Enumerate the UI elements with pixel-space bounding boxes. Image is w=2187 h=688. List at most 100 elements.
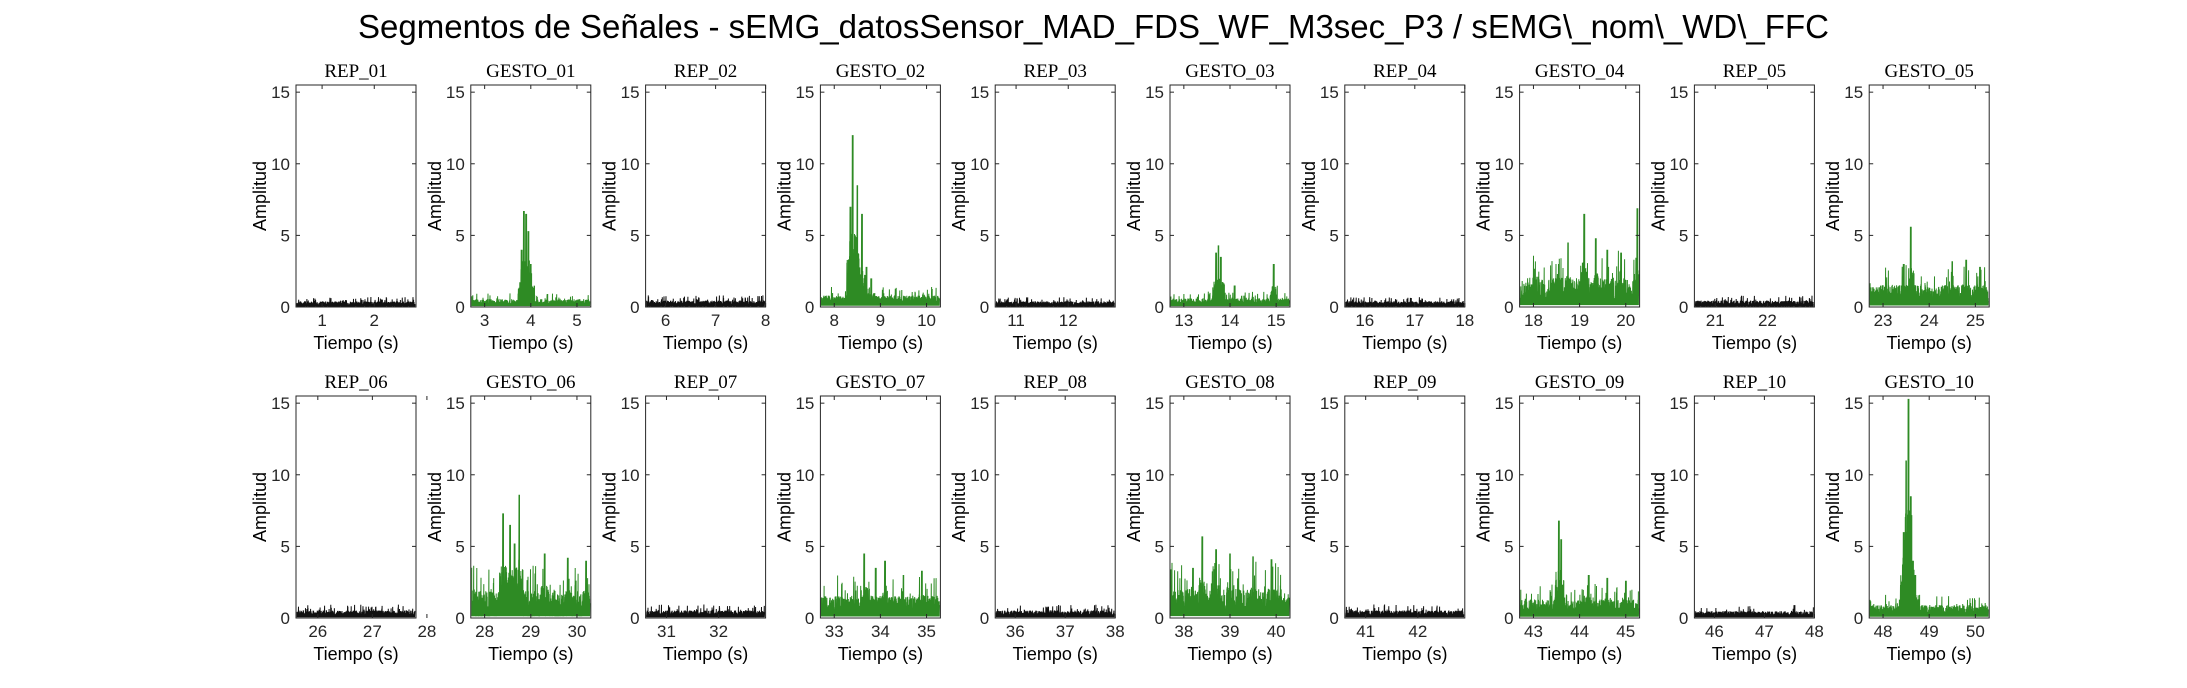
signal-trace — [1170, 245, 1290, 307]
y-tick-label: 15 — [1844, 394, 1863, 413]
subplot-title: GESTO_09 — [1535, 372, 1624, 393]
y-axis-label: Amplitud — [774, 472, 794, 542]
y-tick-label: 10 — [970, 466, 989, 485]
x-tick-label: 17 — [1405, 311, 1424, 330]
signal-trace — [1520, 208, 1640, 306]
x-axis-label: Tiempo (s) — [1887, 333, 1972, 353]
y-tick-label: 10 — [1844, 155, 1863, 174]
x-tick-label: 11 — [1007, 311, 1025, 330]
y-tick-label: 10 — [795, 466, 814, 485]
y-tick-label: 10 — [1844, 466, 1863, 485]
y-axis-label: Amplitud — [774, 161, 794, 231]
signal-trace — [646, 295, 766, 307]
signal-trace — [1694, 605, 1814, 618]
y-tick-label: 0 — [805, 609, 814, 628]
y-tick-label: 15 — [271, 394, 290, 413]
x-axis-label: Tiempo (s) — [838, 333, 923, 353]
x-axis-label: Tiempo (s) — [1712, 644, 1797, 664]
x-tick-label: 36 — [1006, 622, 1025, 641]
y-tick-label: 15 — [970, 394, 989, 413]
y-tick-label: 10 — [271, 155, 290, 174]
signal-trace — [995, 604, 1115, 618]
x-tick-label: 8 — [761, 311, 770, 330]
subplot-rep-08: 0 5 10 15 36 37 38 REP_08 Tiempo (s) Amplitud — [949, 372, 1124, 664]
axes-box — [1344, 395, 1466, 619]
y-tick-label: 10 — [970, 155, 989, 174]
x-axis-label: Tiempo (s) — [663, 333, 748, 353]
x-tick-label: 23 — [1874, 311, 1893, 330]
y-tick-label: 0 — [1679, 609, 1688, 628]
y-tick-label: 10 — [1495, 466, 1514, 485]
y-tick-label: 5 — [1679, 226, 1688, 245]
y-tick-label: 5 — [455, 226, 464, 245]
x-tick-label: 18 — [1455, 311, 1474, 330]
y-tick-label: 15 — [621, 83, 640, 102]
axes-box — [295, 84, 417, 308]
subplot-rep-05: 0 5 10 15 21 22 REP_05 Tiempo (s) Amplitud — [1648, 61, 1815, 353]
x-axis-label: Tiempo (s) — [1013, 644, 1098, 664]
subplot-gesto-05: 0 5 10 15 23 24 25 GESTO_05 Tiempo (s) Amplitud — [1823, 61, 1990, 353]
signal-trace — [296, 604, 416, 618]
y-tick-label: 5 — [1155, 537, 1164, 556]
x-axis-label: Tiempo (s) — [1537, 333, 1622, 353]
y-tick-label: 15 — [1145, 83, 1164, 102]
y-axis-label: Amplitud — [250, 472, 270, 542]
y-tick-label: 5 — [630, 226, 639, 245]
subplot-title: REP_04 — [1373, 61, 1437, 82]
x-tick-label: 38 — [1106, 622, 1125, 641]
x-tick-label: 8 — [830, 311, 839, 330]
subplot-title: GESTO_03 — [1185, 61, 1274, 82]
y-axis-label: Amplitud — [1124, 161, 1144, 231]
x-axis-label: Tiempo (s) — [313, 333, 398, 353]
y-tick-label: 10 — [621, 155, 640, 174]
axes-box — [295, 395, 417, 619]
y-tick-label: 0 — [1155, 298, 1164, 317]
y-tick-label: 15 — [1669, 394, 1688, 413]
y-tick-label: 15 — [271, 83, 290, 102]
y-tick-label: 15 — [1320, 394, 1339, 413]
signal-trace — [1170, 536, 1290, 617]
x-tick-label: 48 — [1805, 622, 1824, 641]
x-tick-label: 43 — [1524, 622, 1543, 641]
y-tick-label: 0 — [1504, 298, 1513, 317]
y-tick-label: 15 — [1145, 394, 1164, 413]
x-tick-label: 25 — [1966, 311, 1985, 330]
x-tick-label: 5 — [572, 311, 581, 330]
x-axis-label: Tiempo (s) — [1187, 644, 1272, 664]
signal-trace — [1869, 398, 1989, 617]
x-tick-label: 21 — [1706, 311, 1725, 330]
subplot-rep-03: 0 5 10 15 11 12 REP_03 Tiempo (s) Amplitud — [949, 61, 1116, 353]
x-tick-label: 22 — [1758, 311, 1777, 330]
y-tick-label: 5 — [980, 537, 989, 556]
y-tick-label: 0 — [1504, 609, 1513, 628]
axes-box — [645, 395, 767, 619]
subplot-gesto-01: 0 5 10 15 3 4 5 GESTO_01 Tiempo (s) Amplitud — [425, 61, 592, 353]
y-tick-label: 10 — [1495, 155, 1514, 174]
x-tick-label: 24 — [1920, 311, 1939, 330]
x-tick-label: 31 — [657, 622, 676, 641]
x-axis-label: Tiempo (s) — [663, 644, 748, 664]
subplot-gesto-03: 0 5 10 15 13 14 15 GESTO_03 Tiempo (s) Amplitud — [1124, 61, 1291, 353]
subplot-title: GESTO_08 — [1185, 372, 1274, 393]
y-tick-label: 15 — [795, 394, 814, 413]
y-tick-label: 15 — [795, 83, 814, 102]
axes-box — [1868, 395, 1990, 619]
y-axis-label: Amplitud — [949, 161, 969, 231]
x-tick-label: 28 — [417, 622, 436, 641]
subplot-title: REP_05 — [1723, 61, 1786, 82]
y-axis-label: Amplitud — [1299, 161, 1319, 231]
axes-box — [1693, 84, 1815, 308]
signal-trace — [296, 296, 416, 307]
x-tick-label: 30 — [567, 622, 586, 641]
x-tick-label: 9 — [876, 311, 885, 330]
subplot-title: GESTO_01 — [486, 61, 575, 82]
y-tick-label: 5 — [805, 537, 814, 556]
y-tick-label: 0 — [630, 298, 639, 317]
y-axis-label: Amplitud — [425, 161, 445, 231]
x-tick-label: 34 — [871, 622, 890, 641]
x-tick-label: 2 — [370, 311, 379, 330]
x-tick-label: 26 — [308, 622, 327, 641]
x-tick-label: 37 — [1056, 622, 1075, 641]
x-tick-label: 49 — [1920, 622, 1939, 641]
